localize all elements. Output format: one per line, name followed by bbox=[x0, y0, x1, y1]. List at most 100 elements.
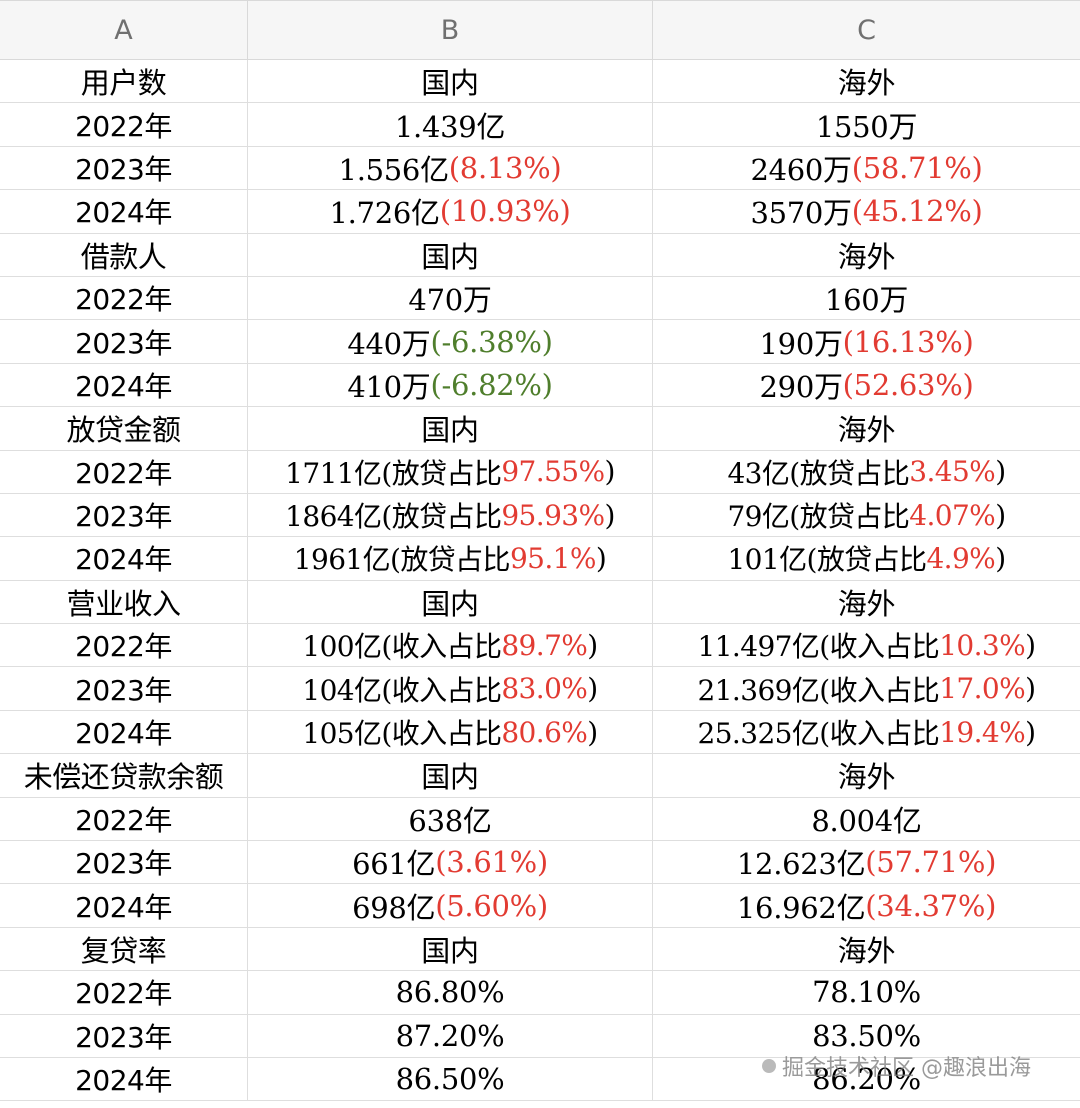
cell-value: 87.20% bbox=[395, 1018, 505, 1053]
year-cell[interactable]: 2022年 bbox=[0, 624, 248, 667]
domestic-value-cell[interactable]: 440万 (-6.38%) bbox=[248, 320, 653, 363]
domestic-value-cell[interactable]: 410万 (-6.82%) bbox=[248, 363, 653, 407]
table-row: 放贷金额 国内 海外 bbox=[0, 407, 1080, 451]
overseas-value-cell[interactable]: 12.623亿 (57.71%) bbox=[653, 841, 1080, 883]
cell-value: 12.623亿 bbox=[736, 847, 866, 882]
domestic-value-cell[interactable]: 105亿(收入占比 80.6%) bbox=[248, 710, 653, 754]
table-row: 2024年 410万 (-6.82%) 290万 (52.63%) bbox=[0, 363, 1080, 408]
table-row: 2024年 1.726亿 (10.93%) 3570万 (45.12%) bbox=[0, 190, 1080, 234]
domestic-header-cell[interactable]: 国内 bbox=[248, 407, 653, 450]
domestic-value-cell[interactable]: 104亿(收入占比 83.0%) bbox=[248, 667, 653, 710]
year-cell[interactable]: 2023年 bbox=[0, 320, 248, 363]
domestic-value-cell[interactable]: 1.726亿 (10.93%) bbox=[248, 190, 653, 233]
table-row: 2023年 87.20% 83.50% bbox=[0, 1014, 1080, 1058]
domestic-value-cell[interactable]: 661亿 (3.61%) bbox=[248, 841, 653, 884]
cell-change-percent: (16.13%) bbox=[842, 324, 974, 359]
year-cell[interactable]: 2022年 bbox=[0, 797, 248, 841]
overseas-header-cell[interactable]: 海外 bbox=[653, 581, 1080, 623]
table-row: 用户数 国内 海外 bbox=[0, 60, 1080, 104]
domestic-header-cell[interactable]: 国内 bbox=[248, 580, 653, 624]
domestic-header-cell[interactable]: 国内 bbox=[248, 233, 653, 276]
section-title-cell[interactable]: 营业收入 bbox=[0, 580, 248, 624]
overseas-value-cell[interactable]: 8.004亿 bbox=[653, 798, 1080, 840]
overseas-value-cell[interactable]: 290万 (52.63%) bbox=[653, 364, 1080, 406]
overseas-value-cell[interactable]: 160万 bbox=[653, 277, 1080, 319]
domestic-value-cell[interactable]: 470万 bbox=[248, 276, 653, 320]
cell-change-percent: 80.6% bbox=[501, 715, 588, 749]
column-header-a[interactable]: A bbox=[0, 1, 248, 59]
cell-value: 1.556亿 bbox=[338, 152, 450, 187]
cell-change-percent: (57.71%) bbox=[865, 845, 997, 880]
year-cell[interactable]: 2022年 bbox=[0, 276, 248, 320]
cell-close-paren: ) bbox=[587, 672, 598, 706]
column-header-c[interactable]: C bbox=[857, 14, 876, 46]
domestic-header-cell[interactable]: 国内 bbox=[248, 754, 653, 797]
year-cell[interactable]: 2022年 bbox=[0, 971, 248, 1014]
cell-value: 海外 bbox=[837, 66, 896, 101]
domestic-header-cell[interactable]: 国内 bbox=[248, 60, 653, 103]
overseas-value-cell[interactable]: 78.10% bbox=[653, 971, 1080, 1013]
domestic-value-cell[interactable]: 1711亿(放贷占比 97.55%) bbox=[248, 450, 653, 493]
year-cell[interactable]: 2024年 bbox=[0, 710, 248, 754]
domestic-value-cell[interactable]: 86.50% bbox=[248, 1057, 653, 1101]
year-cell[interactable]: 2024年 bbox=[0, 884, 248, 927]
overseas-value-cell[interactable]: 86.20% bbox=[653, 1058, 1080, 1100]
overseas-value-cell[interactable]: 11.497亿(收入占比 10.3%) bbox=[653, 624, 1080, 666]
overseas-header-cell[interactable]: 海外 bbox=[653, 754, 1080, 796]
overseas-value-cell[interactable]: 190万 (16.13%) bbox=[653, 320, 1080, 362]
cell-value: 1550万 bbox=[815, 109, 918, 144]
overseas-value-cell[interactable]: 83.50% bbox=[653, 1015, 1080, 1057]
year-cell[interactable]: 2024年 bbox=[0, 190, 248, 233]
year-cell[interactable]: 2023年 bbox=[0, 841, 248, 884]
overseas-value-cell[interactable]: 25.325亿(收入占比 19.4%) bbox=[653, 711, 1080, 753]
section-title-cell[interactable]: 未偿还贷款余额 bbox=[0, 754, 248, 797]
year-cell[interactable]: 2022年 bbox=[0, 103, 248, 146]
overseas-value-cell[interactable]: 101亿(放贷占比 4.9%) bbox=[653, 537, 1080, 579]
domestic-value-cell[interactable]: 1961亿(放贷占比 95.1%) bbox=[248, 537, 653, 580]
domestic-value-cell[interactable]: 698亿 (5.60%) bbox=[248, 884, 653, 927]
section-title-cell[interactable]: 复贷率 bbox=[0, 927, 248, 971]
overseas-header-cell[interactable]: 海外 bbox=[653, 60, 1080, 102]
domestic-value-cell[interactable]: 87.20% bbox=[248, 1014, 653, 1057]
overseas-value-cell[interactable]: 3570万 (45.12%) bbox=[653, 190, 1080, 232]
year-cell[interactable]: 2023年 bbox=[0, 1014, 248, 1057]
domestic-header-cell[interactable]: 国内 bbox=[248, 927, 653, 971]
domestic-value-cell[interactable]: 638亿 bbox=[248, 797, 653, 841]
overseas-header-cell[interactable]: 海外 bbox=[653, 234, 1080, 276]
column-header-b[interactable]: B bbox=[248, 1, 653, 59]
overseas-value-cell[interactable]: 79亿(放贷占比 4.07%) bbox=[653, 494, 1080, 536]
cell-change-percent: (5.60%) bbox=[435, 888, 548, 923]
cell-change-percent: (-6.82%) bbox=[430, 367, 553, 402]
overseas-header-cell[interactable]: 海外 bbox=[653, 928, 1080, 970]
overseas-header-cell[interactable]: 海外 bbox=[653, 407, 1080, 449]
year-cell[interactable]: 2024年 bbox=[0, 363, 248, 407]
year-cell[interactable]: 2022年 bbox=[0, 450, 248, 493]
domestic-value-cell[interactable]: 86.80% bbox=[248, 971, 653, 1014]
section-title-cell[interactable]: 用户数 bbox=[0, 60, 248, 103]
overseas-value-cell[interactable]: 43亿(放贷占比 3.45%) bbox=[653, 451, 1080, 493]
domestic-value-cell[interactable]: 100亿(收入占比 89.7%) bbox=[248, 624, 653, 667]
overseas-value-cell[interactable]: 16.962亿 (34.37%) bbox=[653, 884, 1080, 926]
year-cell[interactable]: 2024年 bbox=[0, 1057, 248, 1101]
cell-value: 8.004亿 bbox=[811, 803, 922, 838]
section-title-cell[interactable]: 放贷金额 bbox=[0, 407, 248, 450]
year-cell[interactable]: 2023年 bbox=[0, 667, 248, 710]
overseas-value-cell[interactable]: 1550万 bbox=[653, 103, 1080, 145]
cell-close-paren: ) bbox=[995, 541, 1006, 575]
cell-value: 海外 bbox=[837, 934, 896, 968]
cell-change-percent: 83.0% bbox=[501, 672, 588, 706]
overseas-value-cell[interactable]: 21.369亿(收入占比 17.0%) bbox=[653, 667, 1080, 709]
section-title-cell[interactable]: 借款人 bbox=[0, 233, 248, 276]
juejin-logo-icon bbox=[762, 1059, 776, 1073]
year-cell[interactable]: 2023年 bbox=[0, 146, 248, 190]
overseas-value-cell[interactable]: 2460万 (58.71%) bbox=[653, 147, 1080, 189]
table-row: 2022年 1.439亿 1550万 bbox=[0, 103, 1080, 147]
domestic-value-cell[interactable]: 1.556亿 (8.13%) bbox=[248, 146, 653, 190]
year-cell[interactable]: 2024年 bbox=[0, 537, 248, 580]
table-row: 营业收入 国内 海外 bbox=[0, 580, 1080, 625]
domestic-value-cell[interactable]: 1.439亿 bbox=[248, 103, 653, 146]
cell-change-percent: 4.07% bbox=[909, 498, 996, 532]
year-cell[interactable]: 2023年 bbox=[0, 493, 248, 537]
domestic-value-cell[interactable]: 1864亿(放贷占比 95.93%) bbox=[248, 493, 653, 537]
